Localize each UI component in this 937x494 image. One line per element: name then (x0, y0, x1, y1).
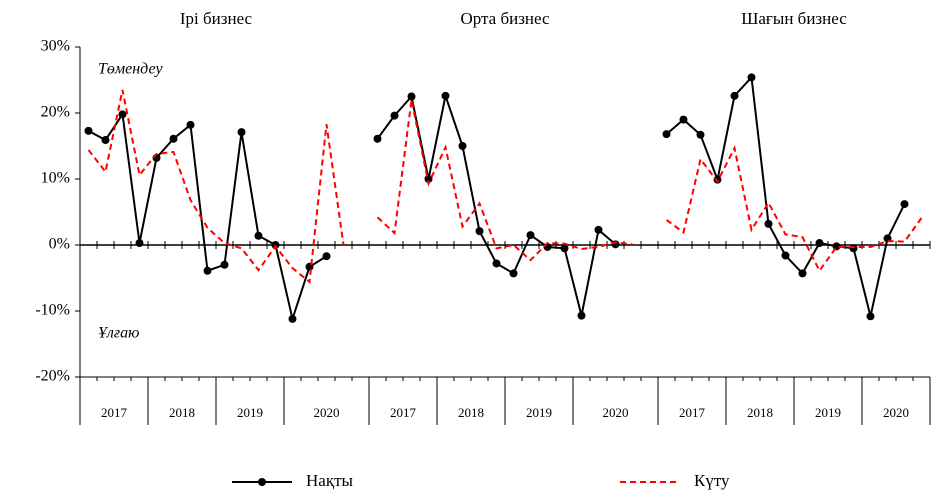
point (764, 219, 773, 228)
point (594, 225, 603, 234)
y-tick-label: 20% (41, 104, 70, 121)
point (169, 134, 178, 143)
point (288, 314, 297, 323)
series-line (88, 111, 328, 323)
year-label: 2019 (526, 405, 552, 420)
year-label: 2017 (101, 405, 128, 420)
annotation: Ұлғаю (98, 325, 139, 342)
point (203, 266, 212, 275)
panel-title: Шағын бизнес (741, 9, 847, 28)
point (407, 92, 416, 101)
point (798, 269, 807, 278)
point (118, 110, 127, 119)
point (509, 269, 518, 278)
panel-title: Ірі бизнес (180, 9, 253, 28)
panel-title: Орта бизнес (460, 9, 550, 28)
point (135, 239, 144, 248)
point (781, 251, 790, 260)
year-label: 2017 (390, 405, 417, 420)
point (390, 111, 399, 120)
point (526, 231, 535, 240)
y-tick-label: -20% (35, 368, 70, 385)
point (747, 73, 756, 82)
point (662, 130, 671, 139)
point (730, 91, 739, 100)
point (186, 120, 195, 129)
point (475, 227, 484, 236)
y-tick-label: 0% (49, 236, 70, 253)
point (866, 312, 875, 321)
point (101, 136, 110, 145)
point (373, 134, 382, 143)
point (696, 130, 705, 139)
point (322, 252, 331, 261)
point (815, 239, 824, 248)
point (220, 260, 229, 269)
year-label: 2018 (747, 405, 773, 420)
legend-label: Күту (694, 471, 730, 490)
point (679, 115, 688, 124)
year-label: 2020 (603, 405, 629, 420)
point (254, 231, 263, 240)
series-line (665, 75, 906, 317)
y-tick-label: 30% (41, 38, 70, 55)
series-line (376, 92, 617, 316)
point (84, 126, 93, 135)
point (458, 142, 467, 150)
y-tick-label: -10% (35, 302, 70, 319)
point (492, 259, 501, 268)
point (577, 311, 586, 320)
year-label: 2018 (458, 405, 484, 420)
point (441, 91, 450, 100)
legend-label: Нақты (306, 471, 354, 490)
point (849, 244, 858, 253)
series-line (376, 99, 633, 262)
year-label: 2020 (883, 405, 909, 420)
year-label: 2020 (314, 405, 340, 420)
series-line (87, 89, 345, 284)
year-label: 2017 (679, 405, 706, 420)
series-line (665, 144, 923, 273)
point (237, 128, 246, 137)
point (560, 244, 569, 253)
annotation: Төмендеу (98, 61, 164, 78)
y-tick-label: 10% (41, 170, 70, 187)
point (900, 200, 909, 209)
year-label: 2019 (815, 405, 841, 420)
legend-marker (258, 478, 266, 486)
year-label: 2018 (169, 405, 195, 420)
year-label: 2019 (237, 405, 263, 420)
